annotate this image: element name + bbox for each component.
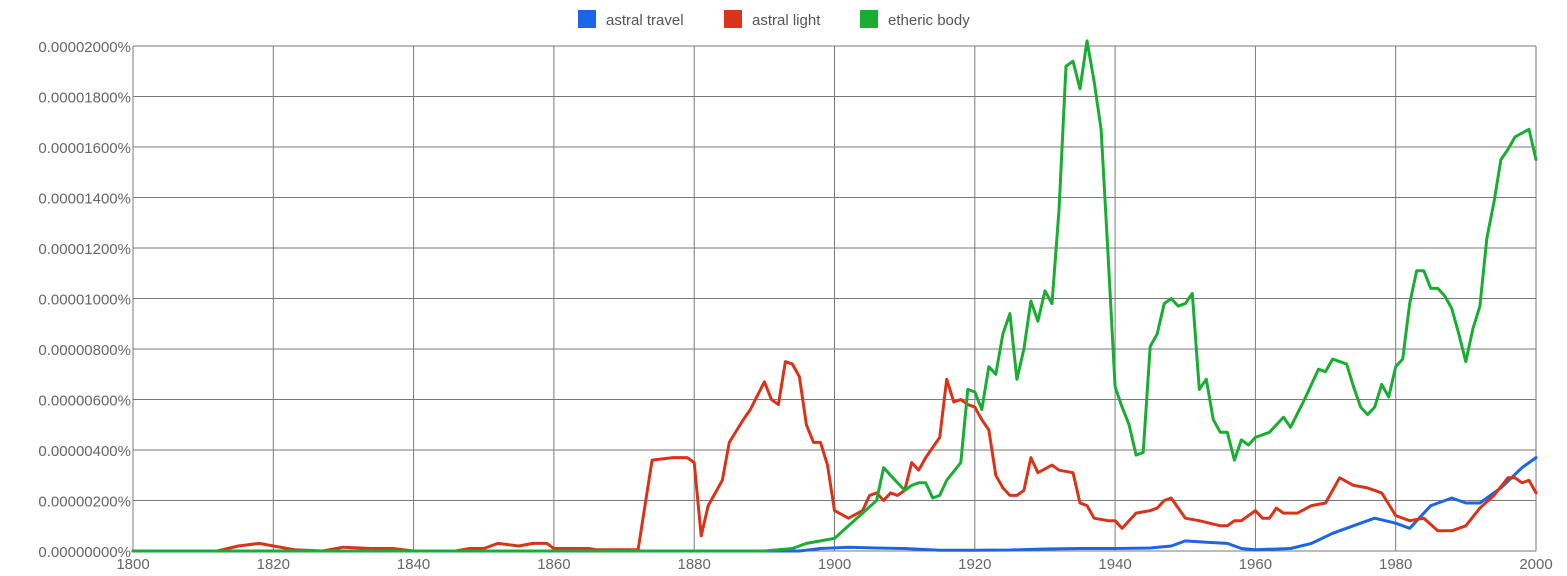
x-tick-label: 1860 <box>537 556 570 573</box>
legend: astral travel astral light etheric body <box>578 10 970 29</box>
x-tick-label: 1820 <box>257 556 290 573</box>
y-tick-label: 0.00001800% <box>38 90 131 107</box>
x-tick-label: 1960 <box>1239 556 1272 573</box>
y-tick-label: 0.00000000% <box>38 544 131 561</box>
y-axis-ticks: 0.00000000% 0.00000200% 0.00000400% 0.00000… <box>38 39 131 561</box>
legend-swatch-astral-travel <box>578 10 596 28</box>
y-tick-label: 0.00000200% <box>38 494 131 511</box>
y-tick-label: 0.00000800% <box>38 342 131 359</box>
legend-item-astral-light[interactable]: astral light <box>724 10 821 29</box>
x-tick-label: 1880 <box>678 556 711 573</box>
x-axis-ticks: 1800 1820 1840 1860 1880 1900 1920 1940 1960 1980… <box>116 556 1552 573</box>
legend-item-etheric-body[interactable]: etheric body <box>860 10 970 29</box>
x-tick-label: 1840 <box>397 556 430 573</box>
x-tick-label: 1980 <box>1379 556 1412 573</box>
legend-label-astral-light: astral light <box>752 12 821 29</box>
legend-label-astral-travel: astral travel <box>606 12 684 29</box>
series-line-astral-light <box>131 360 1538 553</box>
y-tick-label: 0.00001600% <box>38 140 131 157</box>
y-tick-label: 0.00000600% <box>38 393 131 410</box>
x-tick-label: 1940 <box>1098 556 1131 573</box>
plot-lines <box>131 39 1538 553</box>
grid <box>132 45 1537 552</box>
series-line-etheric-body <box>131 39 1538 553</box>
y-tick-label: 0.00002000% <box>38 39 131 56</box>
y-tick-label: 0.00001000% <box>38 292 131 309</box>
series-line-astral-travel <box>131 456 1538 553</box>
legend-swatch-astral-light <box>724 10 742 28</box>
legend-item-astral-travel[interactable]: astral travel <box>578 10 684 29</box>
legend-swatch-etheric-body <box>860 10 878 28</box>
x-tick-label: 2000 <box>1519 556 1552 573</box>
y-tick-label: 0.00000400% <box>38 443 131 460</box>
legend-label-etheric-body: etheric body <box>888 12 970 29</box>
x-tick-label: 1800 <box>116 556 149 573</box>
y-tick-label: 0.00001200% <box>38 241 131 258</box>
y-tick-label: 0.00001400% <box>38 191 131 208</box>
x-tick-label: 1920 <box>958 556 991 573</box>
x-tick-label: 1900 <box>818 556 851 573</box>
